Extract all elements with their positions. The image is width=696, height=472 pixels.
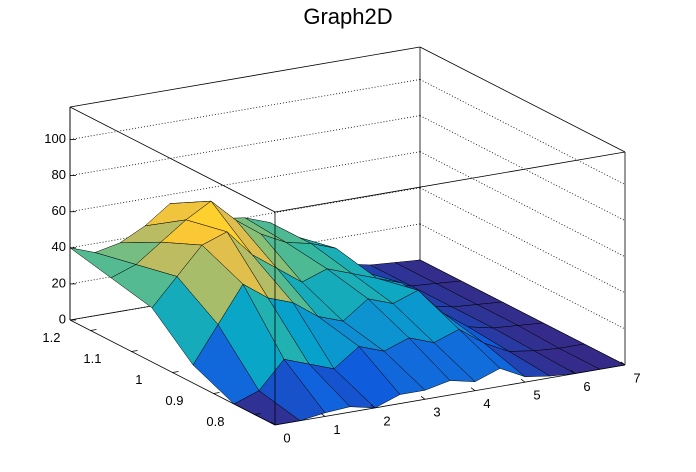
x-tick bbox=[420, 395, 426, 400]
y-tick bbox=[213, 392, 220, 394]
box-edge bbox=[69, 46, 421, 108]
y-tick-label: 1.2 bbox=[42, 330, 60, 345]
y-tick bbox=[90, 329, 97, 331]
x-tick-label: 2 bbox=[383, 413, 390, 428]
x-tick-label: 5 bbox=[533, 388, 540, 403]
z-tick-label: 100 bbox=[44, 131, 66, 146]
grid-line bbox=[69, 115, 421, 176]
chart-title: Graph2D bbox=[303, 4, 392, 29]
x-tick bbox=[320, 413, 326, 417]
z-tick-label: 80 bbox=[52, 167, 66, 182]
x-tick-label: 3 bbox=[433, 405, 440, 420]
z-tick-label: 60 bbox=[52, 203, 66, 218]
box-edge bbox=[274, 151, 626, 213]
x-tick bbox=[470, 387, 476, 392]
y-tick bbox=[172, 371, 179, 373]
x-tick-label: 1 bbox=[333, 422, 340, 437]
z-tick-label: 20 bbox=[52, 275, 66, 290]
x-tick bbox=[370, 404, 376, 409]
x-tick bbox=[520, 378, 526, 383]
x-tick-label: 7 bbox=[633, 370, 640, 385]
box-edge bbox=[69, 106, 276, 213]
x-tick-label: 0 bbox=[283, 430, 290, 445]
x-axis bbox=[274, 364, 626, 426]
y-tick-label: 1 bbox=[135, 372, 142, 387]
x-tick bbox=[270, 421, 276, 426]
grid-line bbox=[69, 79, 421, 140]
y-tick bbox=[254, 413, 261, 415]
z-tick-label: 40 bbox=[52, 239, 66, 254]
y-tick-label: 1.1 bbox=[83, 351, 101, 366]
x-tick bbox=[570, 370, 576, 374]
x-tick-label: 4 bbox=[483, 396, 490, 411]
y-tick-label: 0.8 bbox=[206, 414, 224, 429]
x-tick-label: 6 bbox=[583, 379, 590, 394]
y-tick bbox=[131, 350, 138, 352]
grid-line bbox=[69, 151, 421, 213]
y-tick-label: 0.9 bbox=[165, 393, 183, 408]
x-tick bbox=[620, 361, 626, 366]
z-tick-label: 0 bbox=[59, 311, 66, 326]
box-edge bbox=[419, 46, 626, 153]
